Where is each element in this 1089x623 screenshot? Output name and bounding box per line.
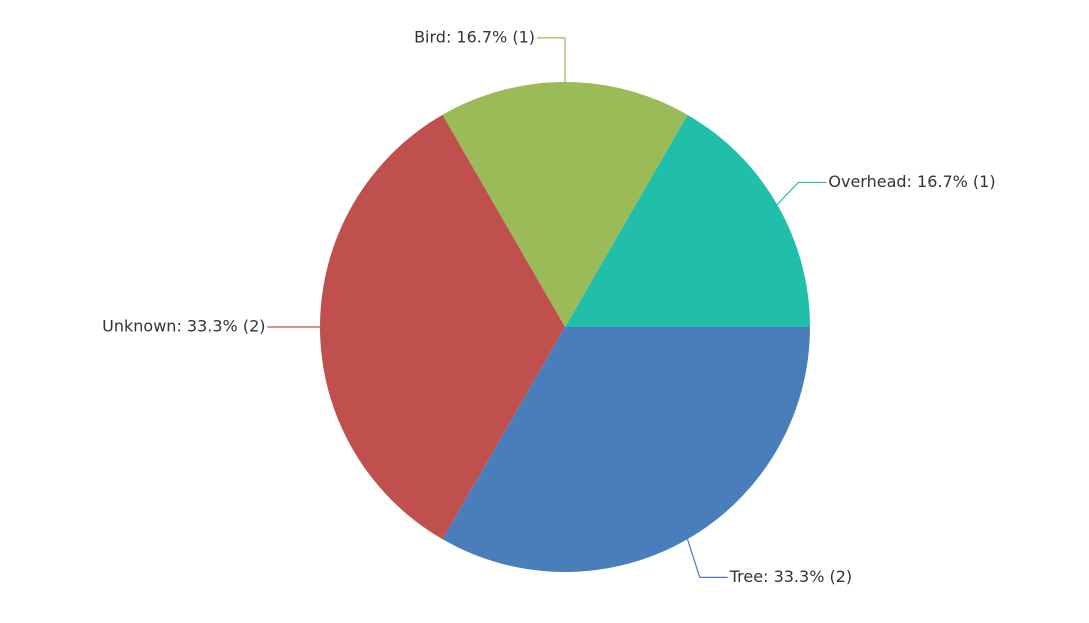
data-label: Overhead: 16.7% (1) [828,172,995,191]
leader-line [686,538,728,578]
data-label: Bird: 16.7% (1) [414,27,535,46]
pie-slice [565,114,810,327]
data-label: Unknown: 33.3% (2) [102,317,265,336]
pie-slice [320,114,565,540]
leader-line [776,181,827,205]
pie-slice [442,82,688,328]
pie-slice [442,327,810,572]
leader-line [537,37,566,82]
data-label: Tree: 33.3% (2) [729,567,852,586]
